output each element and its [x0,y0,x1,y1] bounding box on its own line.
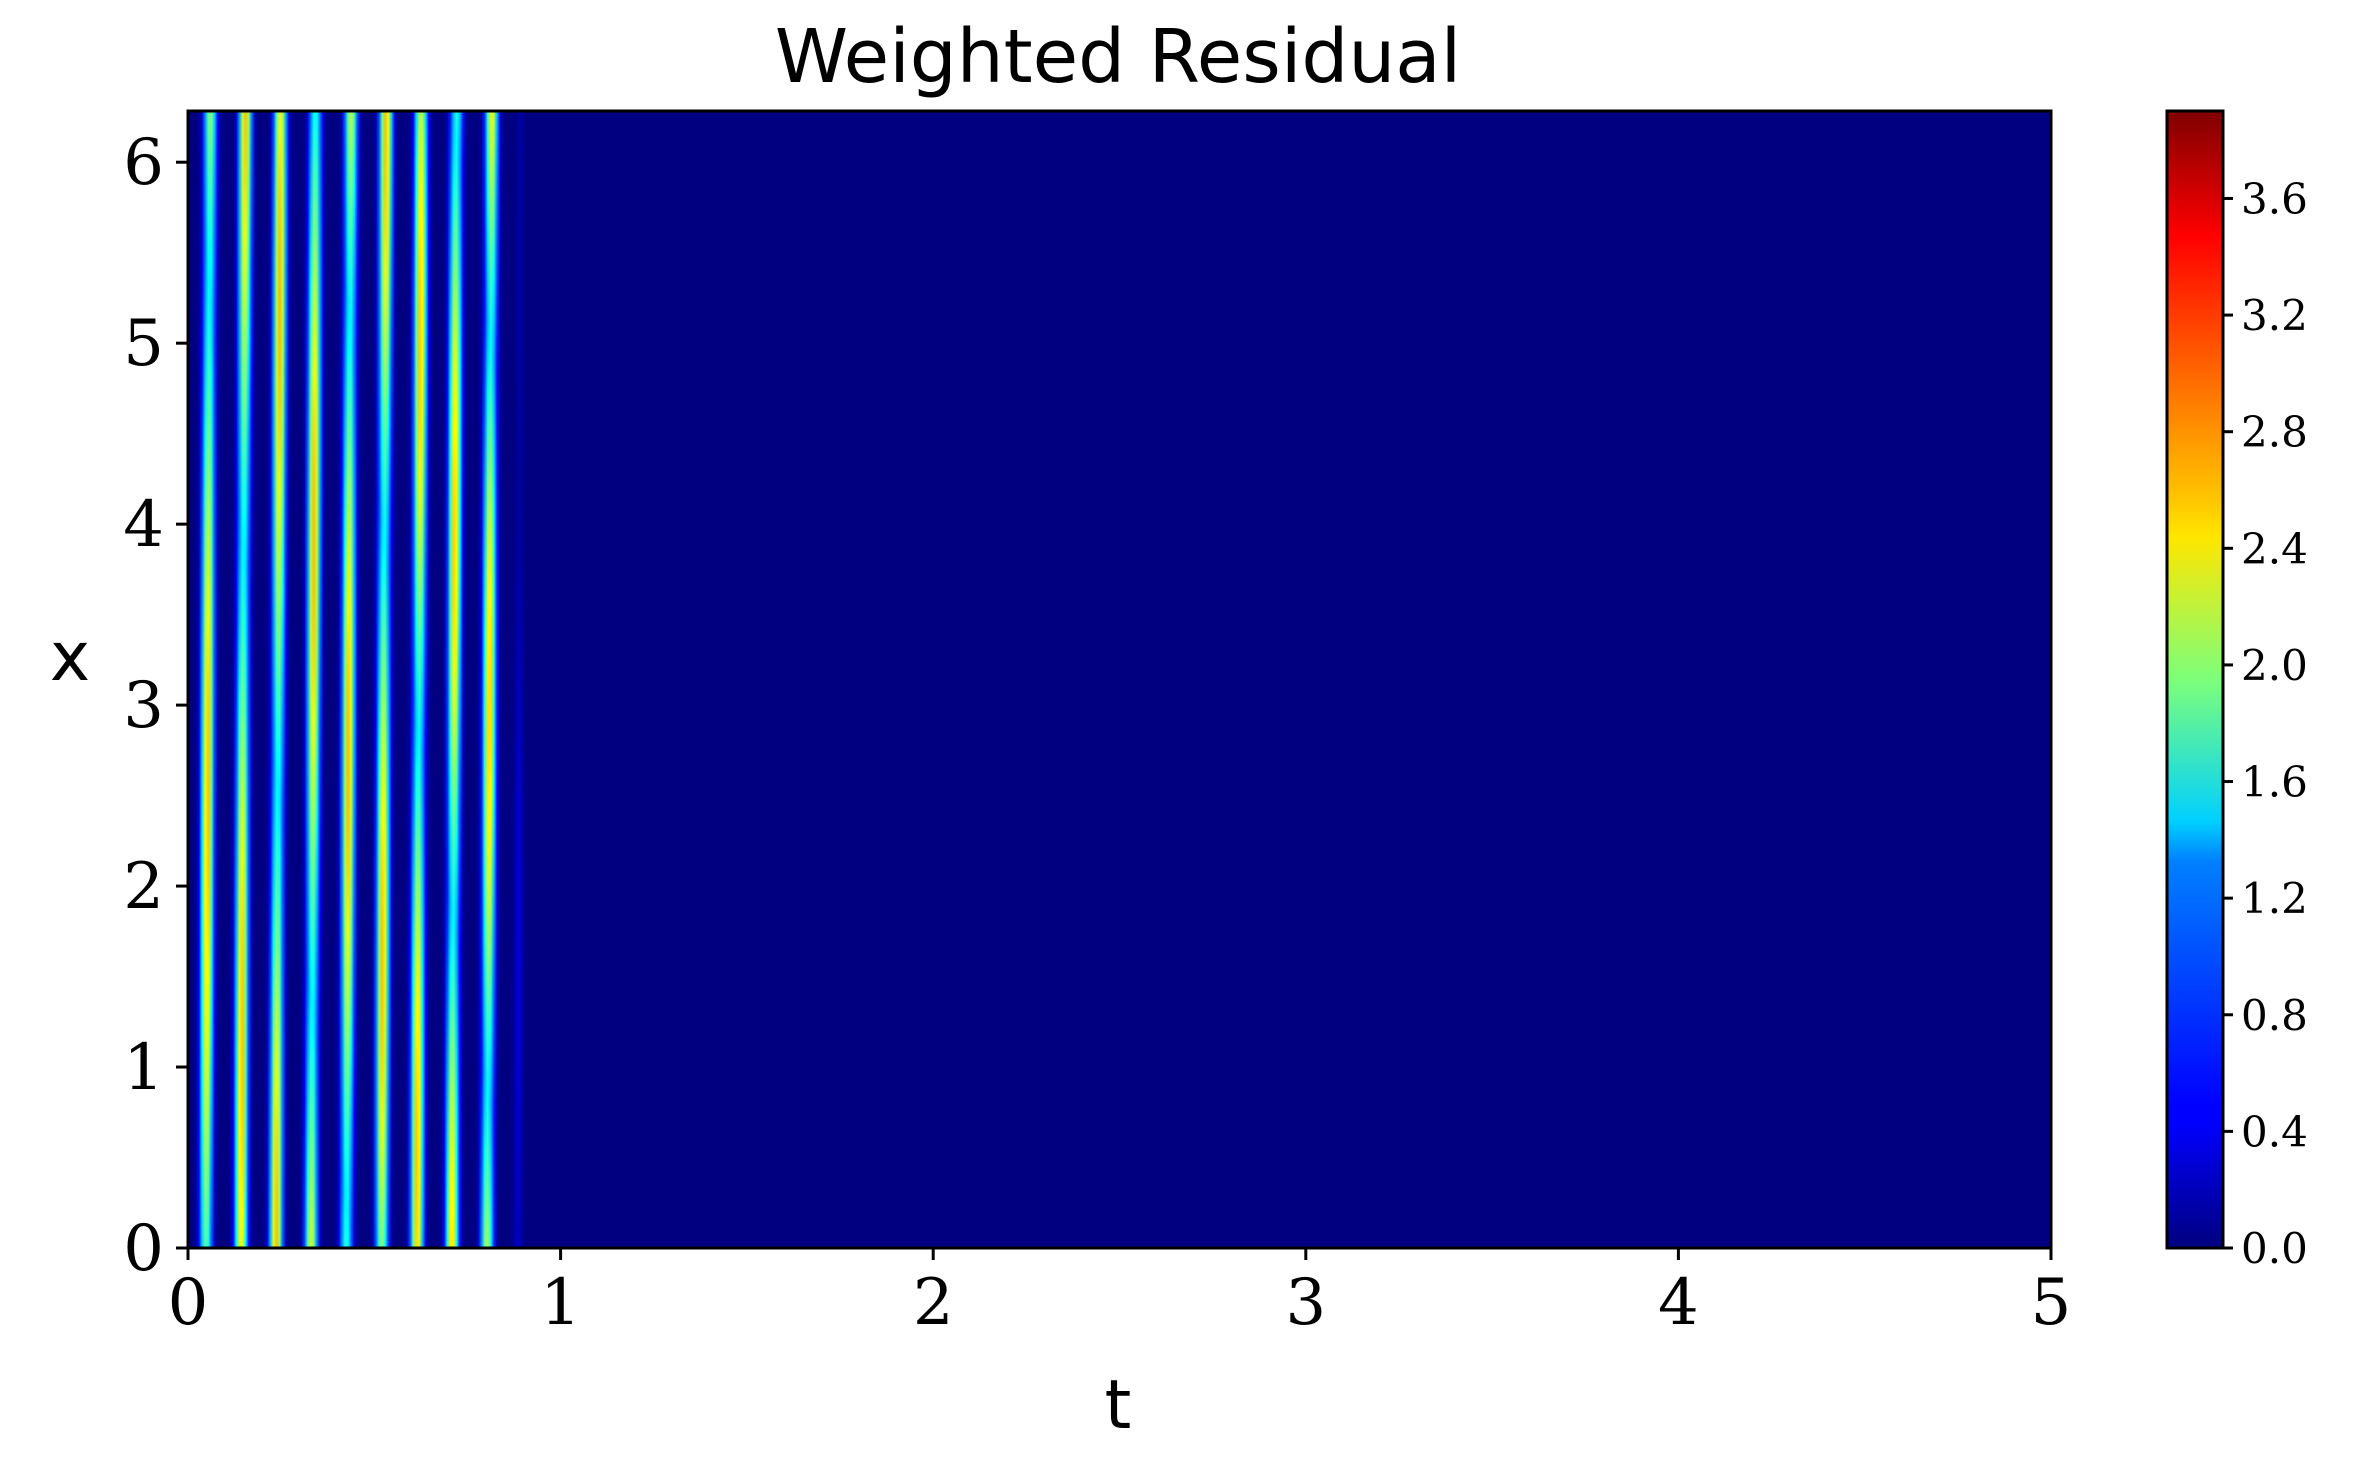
y-tick-label: 0 [123,1212,164,1286]
colorbar-tick-label: 2.8 [2241,408,2308,457]
chart-title: Weighted Residual [775,14,1461,100]
heatmap-image [188,111,2051,1248]
colorbar-tick-label: 0.8 [2241,991,2308,1040]
colorbar-tick-label: 0.4 [2241,1107,2308,1156]
x-tick-label: 1 [540,1266,581,1340]
x-tick-label: 5 [2031,1266,2072,1340]
x-tick-label: 4 [1658,1266,1699,1340]
y-tick-label: 2 [123,850,164,924]
y-tick-label: 1 [123,1031,164,1105]
x-tick-label: 2 [913,1266,954,1340]
colorbar-tick-label: 3.6 [2241,174,2308,223]
colorbar: 0.0 0.4 0.8 1.2 1.6 2.0 2.4 2.8 3.2 3.6 [2165,109,2308,1273]
y-axis-label: x [50,618,90,697]
colorbar-gradient [2165,109,2225,1250]
x-axis: 0 1 2 3 4 5 [168,1248,2072,1340]
y-tick-label: 6 [123,126,164,200]
heatmap-area [186,109,2053,1250]
y-tick-label: 3 [123,669,164,743]
x-axis-label: t [1105,1366,1132,1445]
colorbar-tick-label: 2.0 [2241,641,2308,690]
plot-frame [186,109,2053,1250]
colorbar-tick-label: 0.0 [2241,1224,2308,1273]
x-tick-label: 0 [168,1266,209,1340]
y-axis: 0 1 2 3 4 5 6 [123,126,188,1286]
y-tick-label: 4 [123,488,164,562]
colorbar-ticks: 0.0 0.4 0.8 1.2 1.6 2.0 2.4 2.8 3.2 3.6 [2223,174,2308,1273]
x-tick-label: 3 [1285,1266,1326,1340]
colorbar-tick-label: 1.2 [2241,874,2308,923]
colorbar-tick-label: 1.6 [2241,758,2308,807]
colorbar-tick-label: 2.4 [2241,524,2308,573]
y-tick-label: 5 [123,307,164,381]
colorbar-tick-label: 3.2 [2241,291,2308,340]
